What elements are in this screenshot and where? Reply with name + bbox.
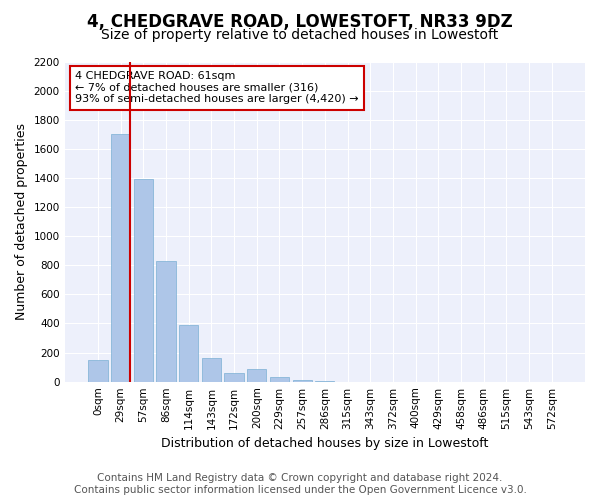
Bar: [134, 180, 153, 382]
Bar: [202, 358, 221, 382]
Bar: [293, 380, 312, 382]
Bar: [111, 134, 130, 382]
Y-axis label: Number of detached properties: Number of detached properties: [15, 123, 28, 320]
Bar: [157, 261, 176, 382]
X-axis label: Distribution of detached houses by size in Lowestoft: Distribution of detached houses by size …: [161, 437, 488, 450]
Bar: [179, 325, 199, 382]
Bar: [88, 360, 107, 382]
Bar: [247, 368, 266, 382]
Bar: [315, 381, 334, 382]
Text: 4 CHEDGRAVE ROAD: 61sqm
← 7% of detached houses are smaller (316)
93% of semi-de: 4 CHEDGRAVE ROAD: 61sqm ← 7% of detached…: [75, 71, 359, 104]
Bar: [270, 378, 289, 382]
Text: Size of property relative to detached houses in Lowestoft: Size of property relative to detached ho…: [101, 28, 499, 42]
Bar: [224, 373, 244, 382]
Text: 4, CHEDGRAVE ROAD, LOWESTOFT, NR33 9DZ: 4, CHEDGRAVE ROAD, LOWESTOFT, NR33 9DZ: [87, 12, 513, 30]
Text: Contains HM Land Registry data © Crown copyright and database right 2024.
Contai: Contains HM Land Registry data © Crown c…: [74, 474, 526, 495]
